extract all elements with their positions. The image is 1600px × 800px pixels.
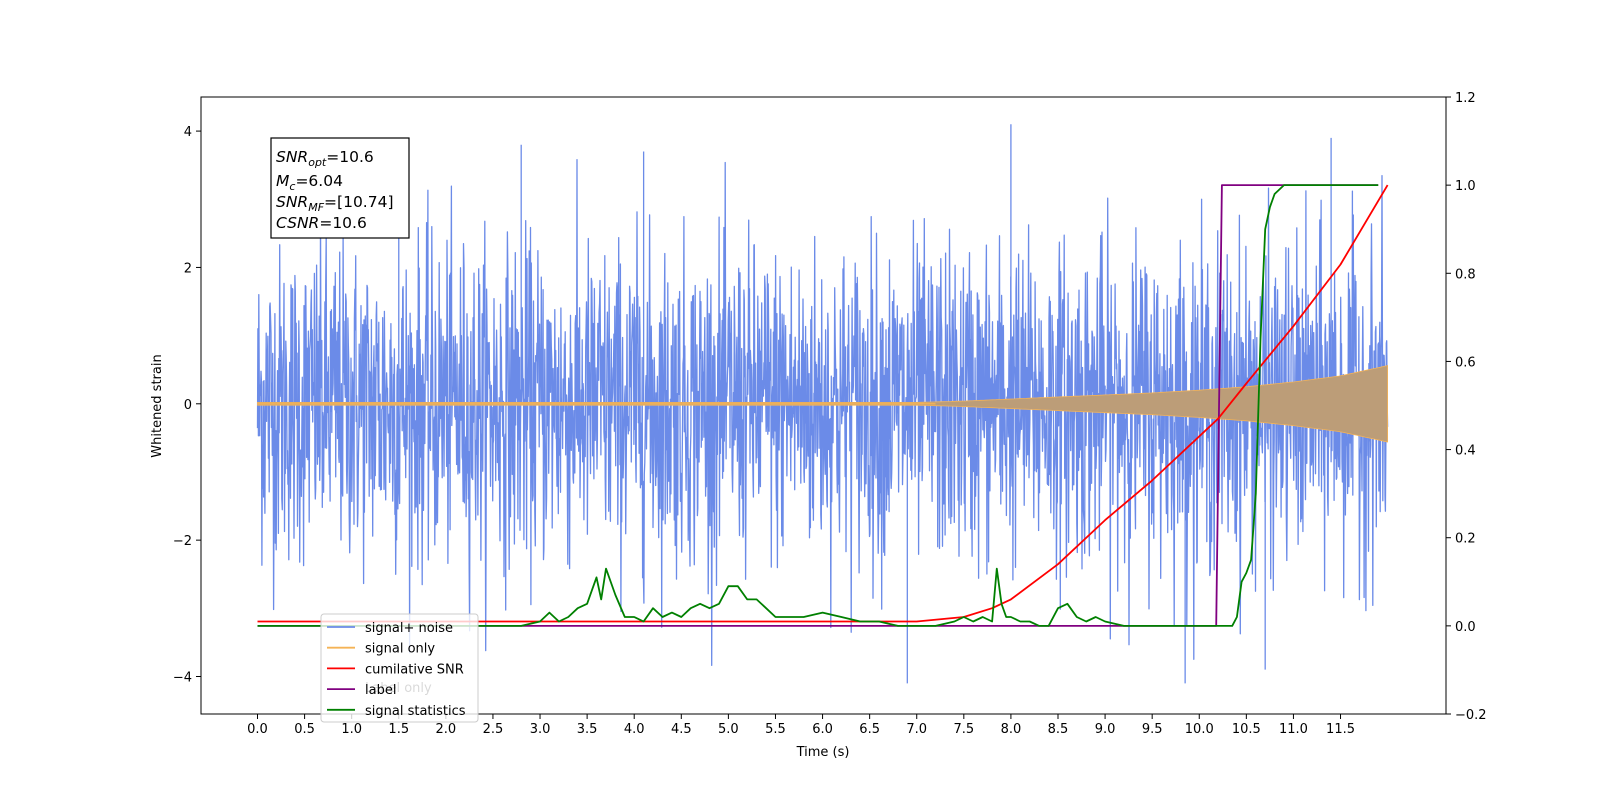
x-tick-label: 3.5 bbox=[577, 722, 598, 737]
x-tick-label: 4.5 bbox=[671, 722, 692, 737]
signal-only-series bbox=[257, 365, 1388, 443]
x-tick-label: 4.0 bbox=[624, 722, 645, 737]
legend-label: signal only bbox=[365, 642, 435, 657]
legend-label: signal+ noise bbox=[365, 621, 453, 636]
legend-label: label bbox=[365, 683, 396, 698]
y-tick-label: −4 bbox=[173, 671, 192, 686]
x-axis: 0.0 0.5 1.0 1.5 2.0 2.5 3.0 3.5 4.0 4.5 5.0 5.5 6.0 6… bbox=[247, 714, 1355, 737]
x-tick-label: 9.0 bbox=[1095, 722, 1116, 737]
x-tick-label: 2.5 bbox=[483, 722, 504, 737]
x-tick-label: 3.0 bbox=[530, 722, 551, 737]
x-tick-label: 10.0 bbox=[1185, 722, 1214, 737]
x-tick-label: 11.0 bbox=[1279, 722, 1308, 737]
x-tick-label: 5.5 bbox=[765, 722, 786, 737]
y2-tick-label: 0.2 bbox=[1455, 532, 1476, 547]
y2-tick-label: 0.6 bbox=[1455, 355, 1476, 370]
x-tick-label: 8.0 bbox=[1001, 722, 1022, 737]
x-tick-label: 1.0 bbox=[341, 722, 362, 737]
x-tick-label: 0.5 bbox=[294, 722, 315, 737]
legend-label: cumilative SNR bbox=[365, 662, 464, 677]
x-tick-label: 10.5 bbox=[1232, 722, 1261, 737]
annotation-snr-mf: SNRMF=[10.74] bbox=[276, 193, 394, 214]
x-tick-label: 9.5 bbox=[1142, 722, 1163, 737]
stats-annotation-box: SNRopt=10.6 Mc=6.04 SNRMF=[10.74] CSNR=1… bbox=[270, 137, 410, 239]
y2-tick-label: 0.0 bbox=[1455, 620, 1476, 635]
x-tick-label: 0.0 bbox=[247, 722, 268, 737]
legend: Label only signal+ noise signal only cumil… bbox=[320, 613, 479, 723]
x-tick-label: 7.5 bbox=[953, 722, 974, 737]
right-axis-series bbox=[257, 184, 1389, 627]
x-tick-label: 11.5 bbox=[1326, 722, 1355, 737]
annotation-csnr: CSNR=10.6 bbox=[276, 214, 367, 232]
x-tick-label: 5.0 bbox=[718, 722, 739, 737]
legend-label: signal statistics bbox=[365, 704, 466, 719]
x-tick-label: 7.0 bbox=[906, 722, 927, 737]
plot-area bbox=[256, 124, 1389, 684]
y2-tick-label: 0.8 bbox=[1455, 267, 1476, 282]
x-tick-label: 6.5 bbox=[859, 722, 880, 737]
signal-noise-series bbox=[256, 124, 1389, 684]
x-tick-label: 2.0 bbox=[436, 722, 457, 737]
cumulative-snr-line bbox=[257, 184, 1389, 623]
annotation-mc: Mc=6.04 bbox=[276, 172, 343, 193]
annotation-snr-opt: SNRopt=10.6 bbox=[276, 148, 374, 169]
y-tick-label: 2 bbox=[184, 261, 192, 276]
y-tick-label: −2 bbox=[173, 534, 192, 549]
x-axis-title: Time (s) bbox=[796, 745, 850, 760]
x-tick-label: 1.5 bbox=[388, 722, 409, 737]
annotation-frame bbox=[270, 137, 410, 239]
x-tick-label: 8.5 bbox=[1048, 722, 1069, 737]
signal-statistics-line bbox=[257, 184, 1379, 627]
legend-frame bbox=[320, 613, 479, 723]
y-axis-left: 4 2 0 −2 −4 bbox=[173, 125, 201, 686]
y2-tick-label: −0.2 bbox=[1455, 708, 1487, 723]
y-axis-title: Whitened strain bbox=[150, 354, 165, 457]
y-tick-label: 0 bbox=[184, 398, 192, 413]
y2-tick-label: 1.2 bbox=[1455, 91, 1476, 106]
y2-tick-label: 0.4 bbox=[1455, 444, 1476, 459]
legend-hidden-text: Label only bbox=[365, 681, 432, 696]
signal-noise-line bbox=[256, 159, 1389, 667]
y2-tick-label: 1.0 bbox=[1455, 179, 1476, 194]
x-tick-label: 6.0 bbox=[812, 722, 833, 737]
y-tick-label: 4 bbox=[184, 125, 192, 140]
plot-frame bbox=[200, 96, 1447, 715]
y-axis-right: 1.2 1.0 0.8 0.6 0.4 0.2 0.0 −0.2 bbox=[1446, 91, 1487, 723]
